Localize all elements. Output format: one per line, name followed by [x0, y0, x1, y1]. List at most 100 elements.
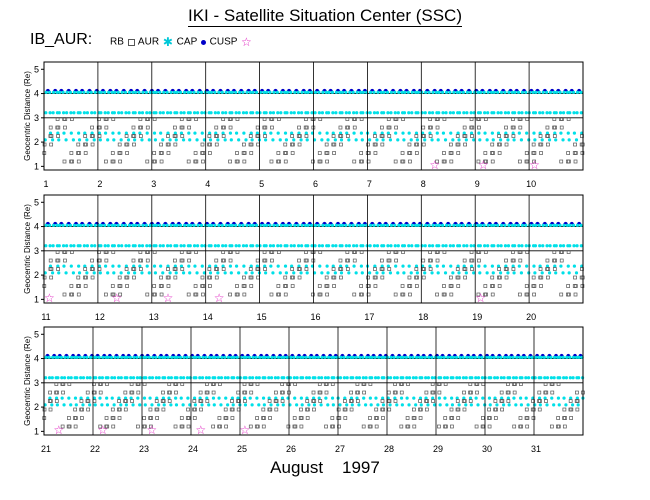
aur-point: [264, 111, 268, 115]
rb-point: [97, 134, 102, 138]
rb-point: [431, 390, 436, 395]
rb-point: [506, 390, 511, 395]
aur-point: [305, 396, 309, 400]
aur-point: [485, 271, 489, 275]
rb-point: [532, 159, 536, 164]
aur-point: [124, 244, 128, 248]
aur-point: [538, 131, 542, 135]
aur-point: [427, 90, 431, 94]
aur-point: [392, 376, 397, 380]
aur-point: [230, 90, 234, 94]
aur-point: [345, 376, 349, 380]
aur-point: [518, 355, 522, 359]
y-tick-label: 3: [34, 378, 39, 388]
aur-point: [78, 244, 82, 248]
rb-point: [380, 125, 384, 130]
aur-point: [169, 403, 173, 407]
rb-point: [414, 134, 419, 138]
aur-point: [279, 244, 283, 248]
rb-point: [118, 284, 123, 288]
rb-point: [138, 125, 142, 130]
aur-point: [54, 396, 59, 400]
aur-point: [216, 138, 220, 142]
aur-point: [306, 90, 310, 94]
rb-point: [380, 275, 385, 280]
aur-point: [110, 90, 114, 94]
aur-point: [284, 271, 289, 275]
rb-point: [193, 159, 198, 164]
aur-point: [188, 376, 192, 380]
rb-point: [79, 399, 84, 403]
rb-point: [483, 151, 488, 155]
aur-point: [427, 355, 431, 359]
aur-point: [69, 376, 73, 380]
aur-point: [327, 223, 331, 227]
aur-point: [155, 396, 159, 400]
aur-point: [268, 223, 272, 227]
rb-point: [559, 125, 564, 130]
aur-point: [380, 355, 384, 359]
aur-point: [172, 223, 177, 227]
aur-point: [552, 403, 556, 407]
aur-point: [318, 264, 322, 268]
rb-point: [123, 399, 127, 403]
aur-point: [304, 355, 308, 359]
aur-point: [189, 90, 193, 94]
aur-point: [365, 90, 369, 94]
aur-point: [488, 403, 492, 407]
aur-point: [207, 223, 211, 227]
aur-point: [382, 376, 386, 380]
aur-point: [292, 111, 296, 115]
rb-point: [477, 258, 481, 263]
aur-point: [278, 138, 282, 142]
rb-point: [255, 134, 260, 138]
aur-point: [382, 355, 386, 359]
aur-point: [526, 376, 531, 380]
aur-point: [461, 376, 466, 380]
aur-point: [323, 376, 328, 380]
rb-point: [42, 142, 47, 147]
rb-point: [572, 151, 577, 155]
rb-point: [345, 267, 350, 271]
aur-point: [182, 244, 186, 248]
aur-point: [69, 403, 73, 407]
aur-point: [507, 403, 511, 407]
aur-point: [312, 403, 317, 407]
rb-point: [228, 125, 233, 130]
rb-point: [83, 151, 88, 155]
aur-point: [138, 355, 143, 359]
aur-point: [110, 223, 114, 227]
aur-point: [552, 355, 557, 359]
aur-point: [397, 90, 401, 94]
rb-point: [569, 407, 574, 412]
aur-point: [74, 403, 78, 407]
aur-point: [512, 396, 516, 400]
aur-point: [571, 223, 576, 227]
aur-point: [351, 355, 355, 359]
rb-point: [524, 407, 529, 412]
aur-point: [65, 244, 69, 248]
aur-point: [579, 90, 583, 94]
aur-point: [354, 271, 358, 275]
rb-point: [545, 258, 550, 263]
aur-point: [192, 90, 196, 94]
aur-point: [351, 223, 355, 227]
x-tick-label: 1: [43, 179, 48, 189]
aur-point: [64, 138, 68, 142]
rb-point: [129, 390, 134, 395]
rb-point: [428, 258, 432, 263]
aur-point: [235, 355, 239, 359]
year-label: 1997: [342, 458, 380, 477]
aur-point: [232, 355, 236, 359]
rb-point: [269, 292, 274, 297]
aur-point: [261, 396, 266, 400]
aur-point: [119, 138, 123, 142]
aur-point: [389, 223, 394, 227]
rb-point: [517, 159, 522, 164]
aur-point: [479, 223, 483, 227]
aur-point: [570, 403, 575, 407]
aur-point: [411, 355, 415, 359]
aur-point: [78, 90, 83, 94]
aur-point: [117, 131, 121, 135]
aur-point: [503, 223, 507, 227]
